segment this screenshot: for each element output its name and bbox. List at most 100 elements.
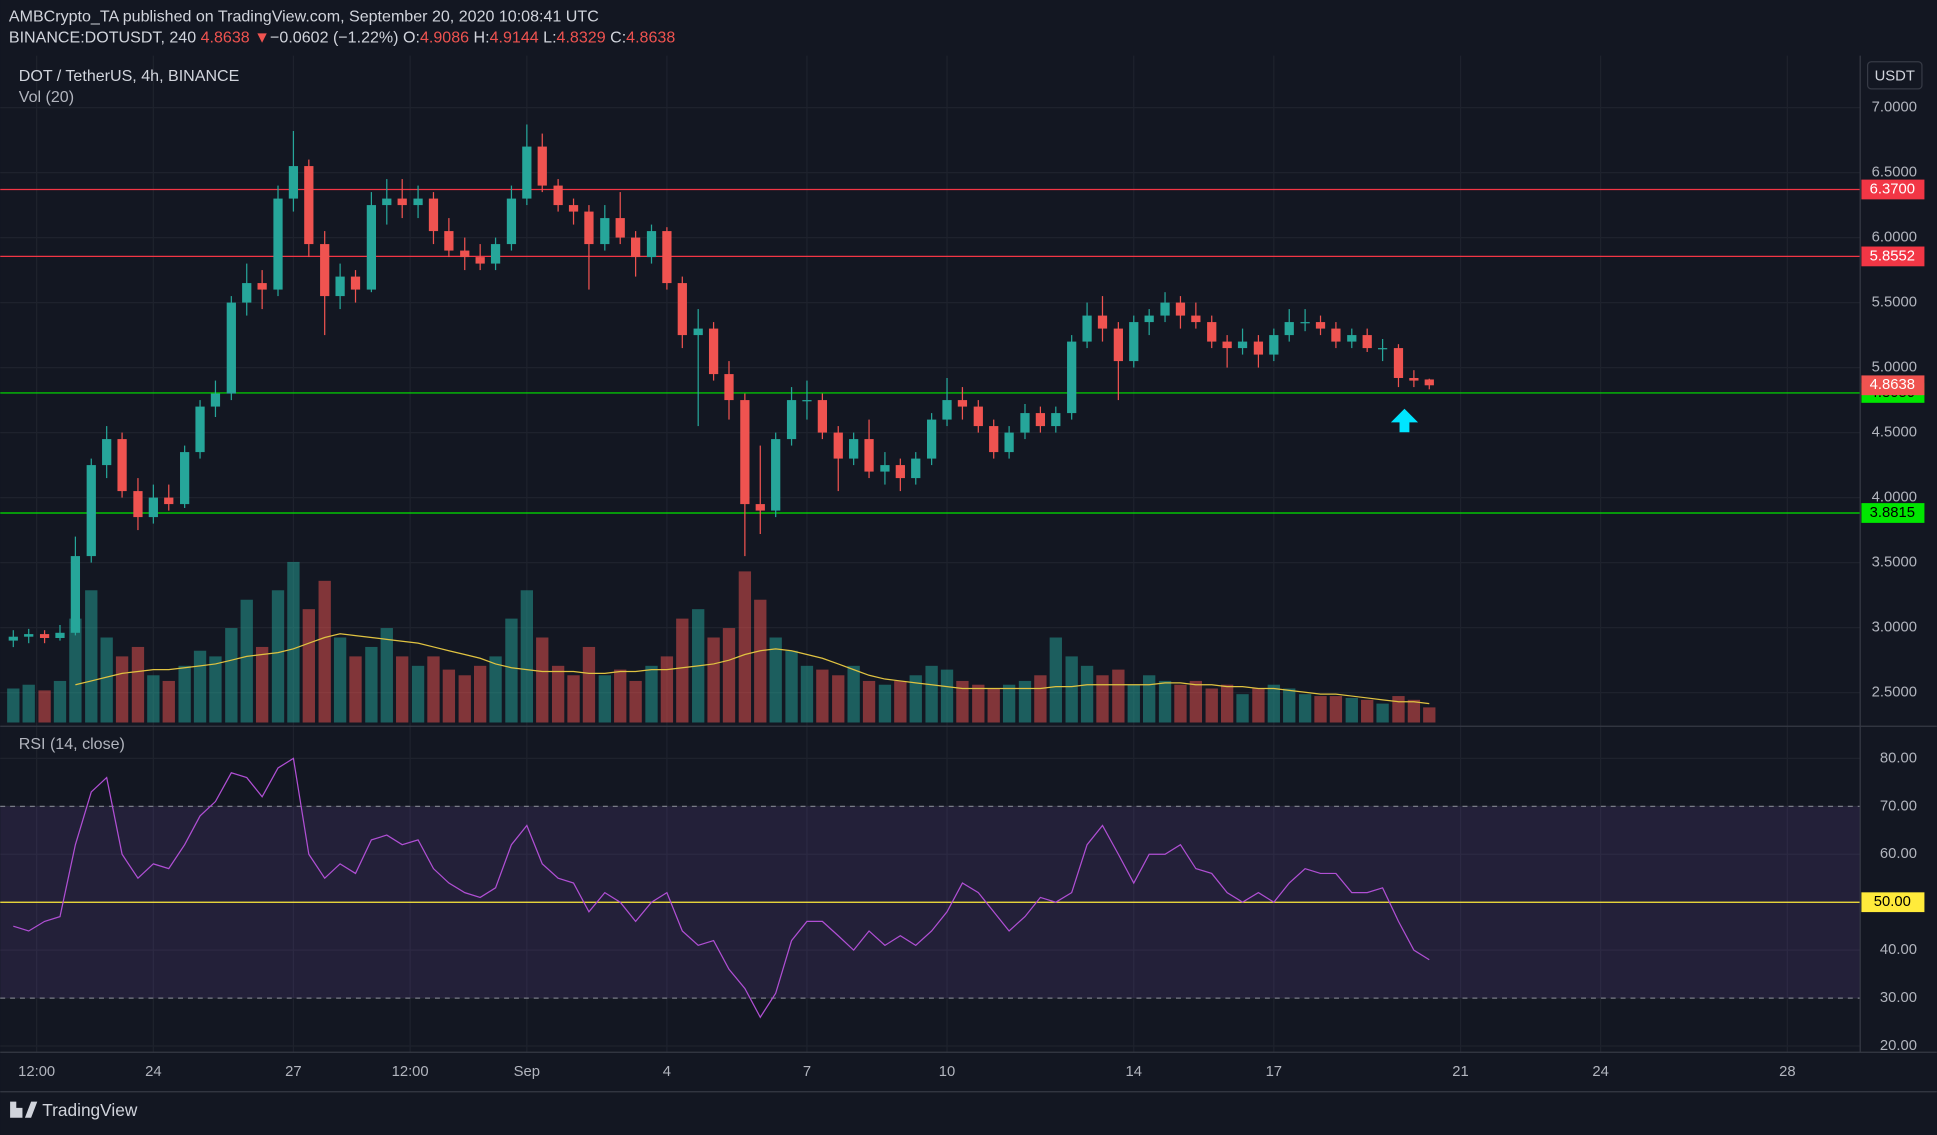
volume-bar — [333, 637, 347, 723]
candle-body — [397, 198, 407, 206]
currency: USDT — [1875, 68, 1915, 84]
volume-bar — [271, 590, 285, 723]
candle-body — [1035, 413, 1046, 427]
volume-bar — [7, 688, 20, 723]
volume-bar — [972, 684, 985, 723]
volume-bar — [193, 650, 207, 723]
volume-bar — [645, 665, 658, 723]
candle-body — [1175, 302, 1186, 316]
symbol-line: BINANCE:DOTUSDT, 240 4.8638 ▼−0.0602 (−1… — [9, 29, 675, 47]
candle-body — [880, 465, 890, 472]
o-value: 4.9086 — [420, 29, 469, 47]
volume-bar — [1423, 707, 1436, 723]
candle-body — [989, 426, 999, 453]
volume-bar — [956, 680, 969, 723]
symbol: BINANCE:DOTUSDT, 240 — [9, 29, 196, 47]
candle-body — [490, 244, 501, 264]
volume-bar — [349, 656, 362, 723]
x-tick-label: 4 — [663, 1064, 671, 1080]
volume-bar — [178, 665, 191, 723]
volume-bar — [1018, 680, 1032, 723]
brand[interactable]: TradingView — [42, 1100, 138, 1120]
candle-body — [957, 400, 968, 407]
volume-bar — [1158, 680, 1172, 723]
candle-body — [1393, 348, 1404, 378]
volume-bar — [1345, 697, 1358, 723]
volume-ma-line — [75, 633, 1430, 705]
volume-bar — [22, 684, 35, 723]
level-label: 5.8552 — [1870, 248, 1915, 264]
volume-bar — [411, 665, 425, 723]
x-tick-label: 27 — [285, 1064, 301, 1080]
candle-body — [210, 393, 221, 407]
level-label: 6.3700 — [1870, 181, 1915, 197]
volume-bar — [878, 684, 892, 723]
volume-bar — [1049, 637, 1062, 723]
x-tick-label: Sep — [514, 1064, 540, 1080]
candle-body — [428, 198, 439, 232]
volume-bar — [131, 646, 145, 723]
annotation-arrow — [1390, 408, 1419, 433]
candle-body — [70, 556, 81, 633]
candle-body — [382, 198, 392, 206]
candle-body — [631, 237, 641, 258]
volume-bar — [1376, 703, 1389, 723]
volume-bar — [629, 680, 642, 723]
volume-bar — [1283, 688, 1296, 723]
candle-body — [86, 465, 96, 557]
volume-bar — [427, 656, 440, 723]
volume-bar — [287, 561, 300, 723]
change: −0.0602 (−1.22%) — [270, 29, 398, 47]
candle-body — [1300, 322, 1310, 324]
h-value: 4.9144 — [490, 29, 539, 47]
y-tick-label: 2.5000 — [1872, 685, 1917, 701]
volume-bar — [255, 646, 269, 723]
candle-body — [1144, 315, 1154, 323]
volume-bar — [225, 628, 238, 723]
volume-bar — [816, 669, 829, 723]
volume-bar — [722, 628, 736, 723]
x-tick-label: 7 — [803, 1064, 811, 1080]
candle-body — [506, 198, 517, 245]
volume-bar — [847, 665, 860, 723]
candle-body — [242, 283, 252, 303]
volume-bar — [1329, 696, 1343, 723]
volume-bar — [707, 637, 720, 723]
x-tick-label: 24 — [145, 1064, 161, 1080]
candle-body — [677, 283, 687, 336]
candle-body — [1191, 315, 1201, 323]
volume-bar — [489, 656, 502, 723]
logo-shape — [10, 1101, 38, 1118]
volume-bar — [365, 646, 378, 723]
volume-bar — [1080, 665, 1094, 723]
volume-bar — [1096, 675, 1109, 723]
candle-body — [1284, 322, 1294, 336]
chart-title: DOT / TetherUS, 4h, BINANCE — [19, 67, 240, 85]
candle-body — [646, 231, 657, 258]
volume-bar — [676, 618, 689, 723]
volume-bar — [1392, 696, 1405, 723]
y-tick-label: 3.0000 — [1872, 620, 1917, 636]
y-tick-label: 4.5000 — [1872, 425, 1917, 441]
volume-bar — [1361, 699, 1374, 723]
candle-body — [724, 374, 734, 401]
candle-body — [833, 432, 843, 459]
volume-bar — [862, 680, 876, 723]
candle-body — [39, 634, 50, 638]
volume-bar — [551, 665, 565, 723]
currency-box[interactable] — [1866, 61, 1923, 90]
l-value: 4.8329 — [557, 29, 606, 47]
candle-body — [1377, 348, 1388, 350]
volume-bar — [1034, 675, 1047, 723]
l-label: L: — [543, 29, 556, 47]
volume-bar — [1298, 694, 1312, 723]
candle-body — [444, 231, 454, 251]
volume-bar — [1174, 684, 1187, 723]
volume-bar — [302, 609, 315, 723]
x-tick-label: 28 — [1779, 1064, 1795, 1080]
volume-bar — [894, 680, 907, 723]
down-arrow: ▼ — [254, 29, 270, 47]
volume-bar — [209, 656, 222, 723]
